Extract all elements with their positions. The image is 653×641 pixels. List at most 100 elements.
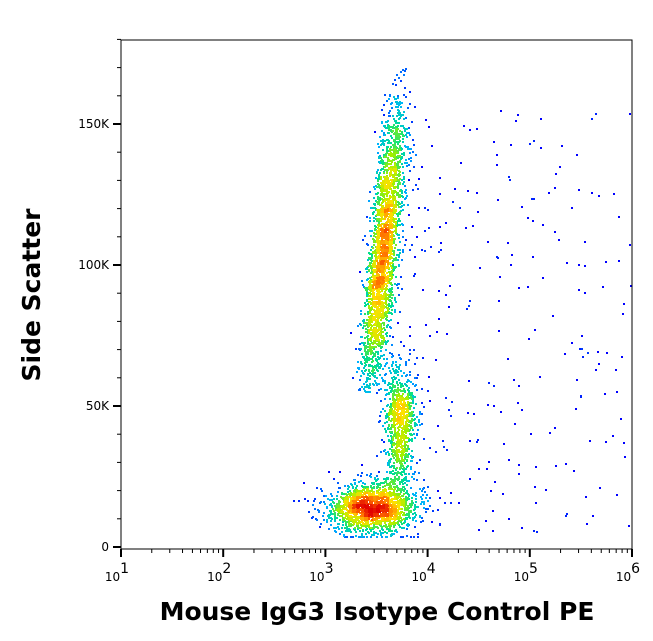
event-point [419,459,421,461]
event-point [425,508,427,510]
event-point [293,500,295,502]
event-point [417,188,419,190]
event-point [394,225,396,227]
event-point [377,353,379,355]
event-point [394,498,396,500]
event-point [445,397,447,399]
event-point [384,200,386,202]
event-point [387,451,389,453]
event-point [395,266,397,268]
event-point [376,492,378,494]
event-point [424,230,426,232]
event-point [398,379,400,381]
event-point [458,502,460,504]
event-point [412,139,414,141]
event-point [406,128,408,130]
event-point [383,354,385,356]
event-point [429,497,431,499]
event-point [598,195,600,197]
event-point [372,371,374,373]
event-point [394,98,396,100]
event-point [406,165,408,167]
event-point [397,185,399,187]
event-point [389,174,391,176]
event-point [391,287,393,289]
event-point [348,525,350,527]
event-point [376,536,378,538]
event-point [379,363,381,365]
event-point [615,369,617,371]
event-point [392,83,394,85]
event-point [378,389,380,391]
event-point [402,172,404,174]
event-point [348,505,350,507]
event-point [407,402,409,404]
event-point [381,495,383,497]
event-point [396,74,398,76]
event-point [396,531,398,533]
event-point [369,217,371,219]
event-point [383,144,385,146]
event-point [392,439,394,441]
event-point [397,384,399,386]
event-point [353,513,355,515]
event-point [395,361,397,363]
event-point [373,292,375,294]
event-point [373,366,375,368]
event-point [368,252,370,254]
event-point [393,406,395,408]
event-point [389,305,391,307]
event-point [392,336,394,338]
event-point [414,526,416,528]
event-point [392,426,394,428]
event-point [395,191,397,193]
event-point [496,154,498,156]
event-point [358,520,360,522]
event-point [388,464,390,466]
event-point [397,97,399,99]
event-point [387,208,389,210]
event-point [367,531,369,533]
event-point [380,249,382,251]
event-point [438,290,440,292]
event-point [388,417,390,419]
event-point [397,193,399,195]
event-point [530,433,532,435]
event-point [502,493,504,495]
event-point [396,122,398,124]
event-point [390,252,392,254]
event-point [513,379,515,381]
event-point [401,190,403,192]
event-point [535,466,537,468]
event-point [385,525,387,527]
event-point [389,110,391,112]
event-point [329,499,331,501]
event-point [410,405,412,407]
event-point [400,106,402,108]
event-point [389,248,391,250]
event-point [413,275,415,277]
event-point [397,215,399,217]
event-point [352,486,354,488]
event-point [381,331,383,333]
event-point [371,298,373,300]
event-point [402,114,404,116]
event-point [401,450,403,452]
event-point [416,389,418,391]
event-point [400,463,402,465]
event-point [412,513,414,515]
event-point [375,367,377,369]
event-point [394,431,396,433]
event-point [381,109,383,111]
event-point [368,305,370,307]
event-point [467,412,469,414]
event-point [463,125,465,127]
event-point [388,419,390,421]
event-point [372,296,374,298]
event-point [416,236,418,238]
event-point [376,486,378,488]
event-point [387,308,389,310]
event-point [381,238,383,240]
event-point [374,499,376,501]
event-point [460,162,462,164]
